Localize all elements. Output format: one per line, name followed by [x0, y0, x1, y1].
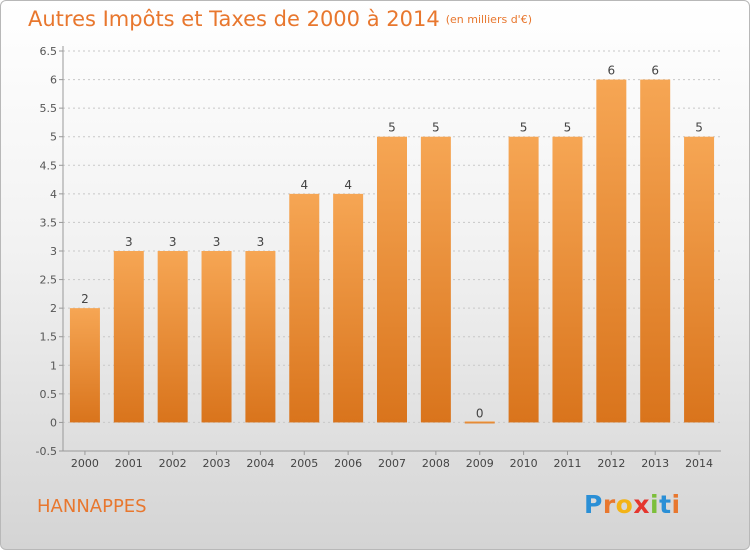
y-tick-label: 5.5	[40, 102, 58, 115]
bar	[69, 308, 100, 423]
bar	[289, 193, 320, 423]
x-tick-label: 2008	[422, 457, 450, 470]
data-label: 5	[695, 121, 703, 135]
x-tick-label: 2006	[334, 457, 362, 470]
brand-letter: r	[602, 490, 616, 519]
x-tick-label: 2002	[159, 457, 187, 470]
data-label: 2	[81, 292, 89, 306]
chart-title: Autres Impôts et Taxes de 2000 à 2014 (en…	[28, 7, 532, 31]
y-tick-label: 3	[50, 245, 57, 258]
data-label: 0	[476, 406, 484, 420]
chart-unit: (en milliers d'€)	[445, 13, 532, 26]
x-tick-label: 2001	[115, 457, 143, 470]
bar	[684, 136, 715, 423]
x-tick-label: 2009	[466, 457, 494, 470]
y-tick-label: 4	[50, 188, 57, 201]
data-label: 5	[564, 121, 572, 135]
x-tick-label: 2005	[290, 457, 318, 470]
data-label: 3	[257, 235, 265, 249]
proxiti-logo: Proxiti	[584, 490, 681, 519]
x-tick-label: 2000	[71, 457, 99, 470]
y-tick-label: 6.5	[40, 45, 58, 58]
y-tick-label: 0.5	[40, 388, 58, 401]
y-tick-label: -0.5	[36, 445, 57, 458]
x-tick-label: 2013	[641, 457, 669, 470]
y-tick-label: 3.5	[40, 216, 58, 229]
data-label: 5	[388, 121, 396, 135]
data-label: 5	[432, 121, 440, 135]
y-tick-label: 0	[50, 416, 57, 429]
y-tick-label: 6	[50, 74, 57, 87]
x-tick-label: 2004	[246, 457, 274, 470]
y-tick-label: 4.5	[40, 159, 58, 172]
x-tick-label: 2003	[203, 457, 231, 470]
data-label: 3	[125, 235, 133, 249]
city-name: HANNAPPES	[37, 496, 147, 517]
y-tick-label: 5	[50, 131, 57, 144]
bar	[245, 251, 276, 423]
brand-letter: t	[659, 490, 672, 519]
bar	[508, 136, 539, 423]
x-tick-label: 2012	[597, 457, 625, 470]
x-tick-label: 2011	[553, 457, 581, 470]
bar	[377, 136, 407, 423]
x-tick-label: 2007	[378, 457, 406, 470]
data-label: 6	[651, 64, 659, 78]
chart-title-text: Autres Impôts et Taxes de 2000 à 2014	[28, 7, 440, 31]
data-label: 4	[300, 178, 308, 192]
brand-letter: i	[671, 490, 681, 519]
bar	[113, 251, 144, 423]
brand-letter: o	[615, 490, 634, 519]
brand-letter: x	[633, 490, 650, 519]
brand-letter: i	[650, 490, 660, 519]
bar	[333, 193, 364, 423]
bar	[596, 79, 627, 423]
y-tick-label: 1	[50, 359, 57, 372]
bar	[157, 251, 188, 423]
data-label: 4	[344, 178, 352, 192]
y-tick-label: 2	[50, 302, 57, 315]
data-label: 3	[213, 235, 221, 249]
x-tick-label: 2014	[685, 457, 713, 470]
bar	[201, 251, 232, 423]
x-tick-label: 2010	[510, 457, 538, 470]
bar	[420, 136, 451, 423]
data-label: 5	[520, 121, 528, 135]
y-tick-label: 2.5	[40, 274, 58, 287]
data-label: 3	[169, 235, 177, 249]
data-label: 6	[608, 64, 616, 78]
brand-letter: P	[584, 490, 603, 519]
bar	[640, 79, 671, 423]
y-tick-label: 1.5	[40, 331, 58, 344]
bar	[464, 421, 495, 424]
bar	[552, 136, 583, 423]
